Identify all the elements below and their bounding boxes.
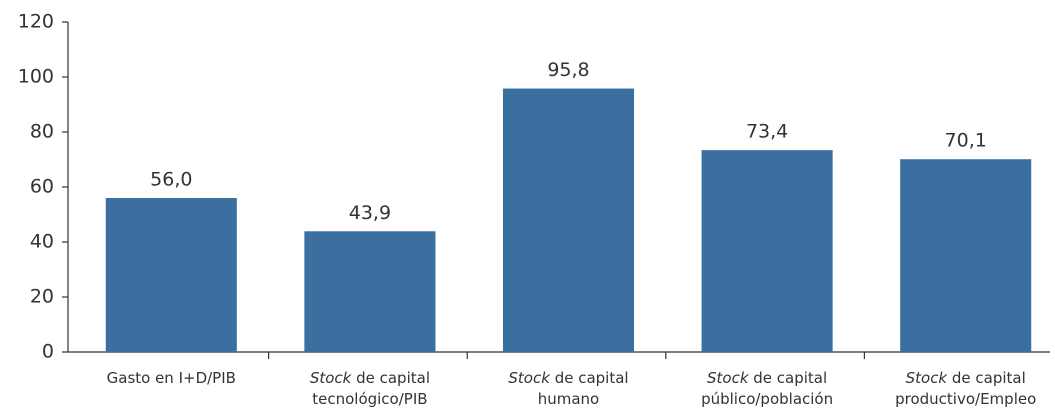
y-tick-label: 20 — [30, 286, 54, 308]
y-tick-label: 80 — [30, 121, 54, 143]
x-tick-line: Gasto en I+D/PIB — [107, 369, 236, 387]
bar — [701, 150, 833, 352]
bar — [502, 88, 635, 353]
x-tick-italic: Stock — [707, 369, 750, 387]
x-tick-italic: Stock — [508, 369, 551, 387]
y-tick-label: 0 — [42, 341, 54, 363]
x-tick-label: Stock de capital tecnológico/PIB — [310, 369, 430, 408]
x-tick-label: Gasto en I+D/PIB — [107, 369, 236, 387]
y-tick-label: 120 — [18, 11, 54, 33]
bar — [105, 198, 237, 352]
x-tick-line: público/población — [701, 390, 833, 408]
value-label: 56,0 — [150, 169, 192, 191]
x-tick-label: Stock de capital público/población — [701, 369, 833, 408]
value-label: 95,8 — [547, 59, 589, 81]
x-tick-label: Stock de capital productivo/Empleo — [895, 369, 1036, 408]
x-tick-line: Stock de capital — [707, 369, 827, 387]
bar — [304, 231, 436, 352]
x-tick-italic: Stock — [310, 369, 353, 387]
x-tick-line: Stock de capital — [508, 369, 628, 387]
x-tick-label: Stock de capital humano — [508, 369, 628, 408]
value-label: 70,1 — [945, 130, 987, 152]
y-tick-label: 100 — [18, 66, 54, 88]
x-tick-line: humano — [538, 390, 600, 408]
y-tick-label: 60 — [30, 176, 54, 198]
x-tick-line: tecnológico/PIB — [312, 390, 427, 408]
value-label: 43,9 — [349, 202, 391, 224]
value-label: 73,4 — [746, 121, 788, 143]
x-tick-line: productivo/Empleo — [895, 390, 1036, 408]
x-tick-italic: Stock — [906, 369, 949, 387]
x-tick-line: Stock de capital — [906, 369, 1026, 387]
x-tick-line: Stock de capital — [310, 369, 430, 387]
bar — [900, 159, 1032, 352]
y-tick-label: 40 — [30, 231, 54, 253]
